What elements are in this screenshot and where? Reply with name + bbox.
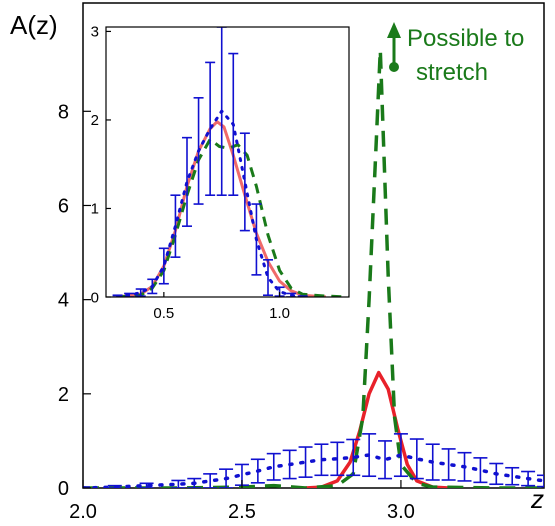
main-axis-ticks: 2.0 2.5 3.0 0 2 4 6 8 — [58, 101, 415, 523]
main-x-tick-label: 3.0 — [387, 501, 415, 523]
main-y-tick-label: 4 — [58, 290, 69, 312]
main-x-tick-label: 2.5 — [228, 501, 256, 523]
inset-y-tick-label: 0 — [91, 289, 99, 306]
main-x-tick-label: 2.0 — [69, 501, 97, 523]
main-red-solid-series — [305, 370, 449, 488]
main-y-tick-label: 8 — [58, 101, 69, 123]
stretch-annotation: Possible to stretch — [387, 22, 524, 86]
arrow-up-icon — [387, 22, 401, 38]
main-green-dashed-series — [83, 48, 544, 488]
inset-y-tick-label: 1 — [91, 201, 99, 218]
inset-x-tick-label: 0.5 — [153, 305, 174, 322]
inset-axis-ticks: 0.5 1.0 0 1 2 3 — [91, 24, 290, 322]
inset-y-tick-label: 3 — [91, 24, 99, 41]
inset-plot-background — [106, 27, 349, 297]
main-blue-dotted-series — [83, 453, 544, 488]
main-y-tick-label: 6 — [58, 195, 69, 217]
main-series-layer — [83, 48, 544, 488]
annotation-text-line2: stretch — [416, 59, 488, 86]
main-x-axis-label: z — [530, 484, 544, 514]
main-y-tick-label: 2 — [58, 384, 69, 406]
main-y-tick-label: 0 — [58, 478, 69, 500]
annotation-text-line1: Possible to — [407, 25, 524, 52]
main-y-axis-label: A(z) — [10, 10, 58, 40]
inset-plot-frame — [105, 26, 350, 298]
inset-plot: 0.5 1.0 0 1 2 3 — [91, 24, 350, 322]
main-plot: 2.0 2.5 3.0 0 2 4 6 8 A(z) z — [10, 2, 545, 523]
inset-blue-dotted-series — [116, 109, 305, 297]
annotation-dot — [389, 62, 399, 72]
inset-x-tick-label: 1.0 — [269, 305, 290, 322]
inset-y-tick-label: 2 — [91, 112, 99, 129]
